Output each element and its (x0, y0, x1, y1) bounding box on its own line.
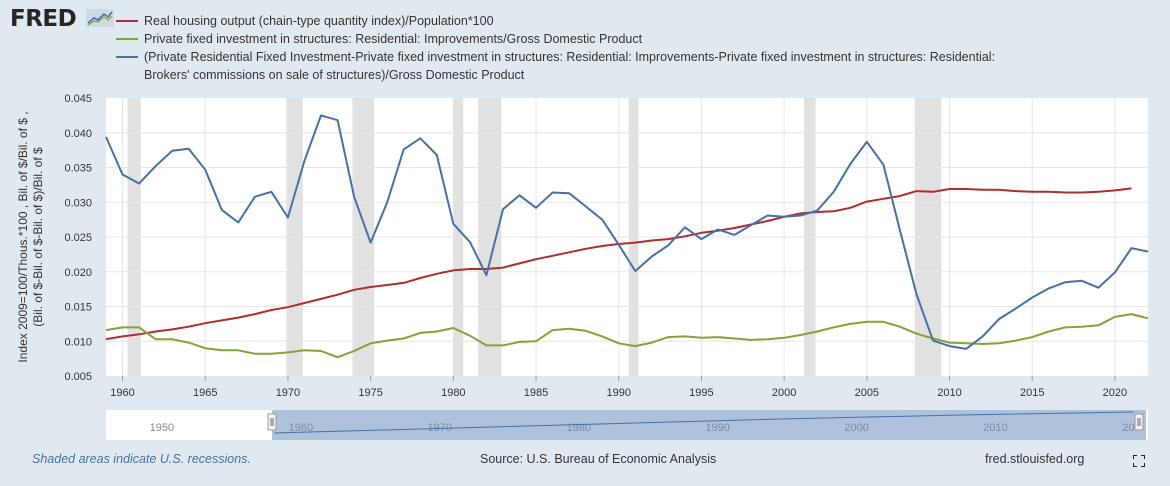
y-tick-label: 0.015 (64, 302, 92, 314)
y-tick-label: 0.040 (64, 128, 92, 140)
x-tick-labels: 1960 1965 1970 1975 1980 1985 1990 1995 2000 2005… (110, 376, 1127, 399)
x-tick-label: 2005 (855, 387, 879, 399)
legend-swatch (116, 56, 138, 58)
navigator-selection[interactable] (272, 410, 1146, 440)
x-tick-label: 2010 (937, 387, 961, 399)
y-tick-label: 0.010 (64, 336, 92, 348)
y-axis-title-line2: (Bil. of $-Bil. of $-Bil. of $)/Bil. of … (31, 147, 45, 327)
legend-label: (Private Residential Fixed Investment-Pr… (144, 50, 996, 82)
x-tick-label: 2020 (1103, 387, 1127, 399)
legend-item-housing-output[interactable]: Real housing output (chain-type quantity… (116, 12, 1016, 30)
x-tick-label: 2015 (1020, 387, 1044, 399)
x-tick-label: 1970 (276, 387, 300, 399)
x-tick-label: 1990 (606, 387, 630, 399)
y-tick-label: 0.035 (64, 163, 92, 175)
y-tick-label: 0.005 (64, 371, 92, 383)
y-tick-labels: 0.045 0.040 0.035 0.030 0.025 0.020 0.015 0.010… (64, 93, 92, 383)
x-tick-label: 1980 (441, 387, 465, 399)
source-note: Source: U.S. Bureau of Economic Analysis (480, 452, 717, 466)
x-tick-label: 1965 (193, 387, 217, 399)
legend-item-improvements[interactable]: Private fixed investment in structures: … (116, 30, 1016, 48)
navigator-left-handle[interactable] (267, 413, 277, 431)
legend-swatch (116, 38, 138, 40)
series-line-3 (105, 114, 1149, 350)
chart-line-icon (86, 9, 114, 27)
y-tick-label: 0.030 (64, 197, 92, 209)
legend-label: Real housing output (chain-type quantity… (144, 14, 494, 28)
y-axis-title: Index 2009=100/Thous.*100 , Bil. of $/Bi… (8, 96, 52, 378)
site-link[interactable]: fred.stlouisfed.org (985, 452, 1085, 466)
fullscreen-icon[interactable] (1133, 455, 1145, 467)
navigator-series (273, 411, 1135, 434)
y-tick-label: 0.045 (64, 93, 92, 105)
gridlines (106, 98, 1148, 376)
legend-label: Private fixed investment in structures: … (144, 32, 643, 46)
navigator-label: 1950 (150, 422, 174, 434)
recession-note: Shaded areas indicate U.S. recessions. (32, 452, 251, 466)
y-tick-label: 0.025 (64, 232, 92, 244)
legend-item-residential-investment[interactable]: (Private Residential Fixed Investment-Pr… (116, 48, 1016, 84)
series-lines (105, 114, 1149, 359)
x-tick-label: 2000 (772, 387, 796, 399)
fred-logo[interactable]: FRED (10, 6, 77, 32)
chart-legend: Real housing output (chain-type quantity… (116, 12, 1016, 84)
y-axis-title-line1: Index 2009=100/Thous.*100 , Bil. of $/Bi… (16, 111, 30, 362)
y-tick-label: 0.020 (64, 267, 92, 279)
x-tick-label: 1985 (524, 387, 548, 399)
x-tick-label: 1960 (110, 387, 134, 399)
navigator-right-handle[interactable] (1134, 413, 1144, 431)
x-tick-label: 1975 (358, 387, 382, 399)
legend-swatch (116, 20, 138, 22)
x-tick-label: 1995 (689, 387, 713, 399)
